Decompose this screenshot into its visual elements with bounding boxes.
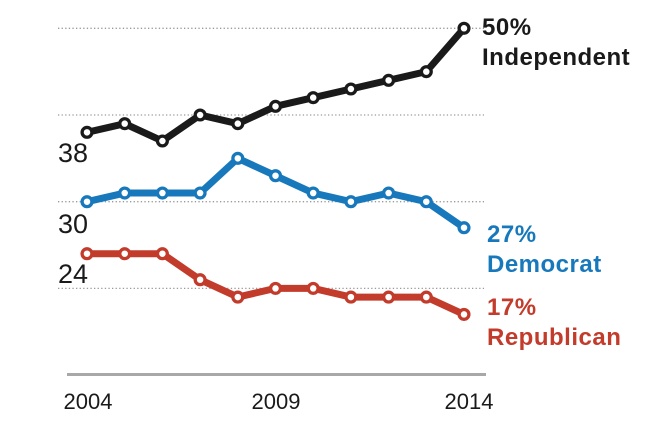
democrat-point-2006 [155,186,169,200]
democrat-point-2007 [193,186,207,200]
democrat-point-2011 [344,195,358,209]
independent-point-2009 [268,99,283,113]
democrat-point-2014 [457,221,471,235]
series-label-independent: 50% Independent [482,13,630,73]
start-value-label-republican: 24 [57,259,88,289]
series-name-democrat: Democrat [487,251,602,278]
x-tick-2014: 2014 [444,389,494,414]
independent-point-2014 [457,21,471,35]
start-value-label-democrat: 30 [57,209,88,239]
series-name-independent: Independent [482,44,631,71]
republican-point-2010 [306,281,320,295]
series-end-value-democrat: 27% [487,221,537,248]
democrat-point-2005 [118,186,132,200]
republican-point-2013 [419,290,433,304]
democrat-point-2010 [306,186,320,200]
republican-point-2006 [155,247,169,261]
x-tick-2004: 2004 [63,389,113,414]
independent-point-2004 [80,125,94,139]
democrat-line [86,154,466,231]
democrat-point-2009 [268,169,283,183]
republican-point-2009 [268,281,283,295]
x-tick-2009: 2009 [251,389,301,414]
democrat-point-2004 [80,195,94,209]
republican-point-2004 [80,247,94,261]
republican-point-2014 [457,307,471,321]
start-value-label-independent: 38 [57,138,88,168]
independent-point-2011 [344,82,358,96]
republican-point-2008 [231,290,245,304]
democrat-point-2012 [382,186,396,200]
independent-point-2007 [193,108,207,122]
series-label-democrat: 27% Democrat [487,220,602,280]
independent-point-2013 [419,65,433,79]
republican-point-2005 [118,247,132,261]
x-axis-line [67,373,486,376]
independent-point-2008 [231,117,245,131]
series-end-value-independent: 50% [482,14,532,41]
independent-point-2012 [382,73,396,87]
republican-point-2011 [344,290,358,304]
series-end-value-republican: 17% [487,294,537,321]
democrat-point-2013 [419,195,433,209]
independent-point-2005 [118,117,132,131]
independent-point-2010 [306,91,320,105]
series-label-republican: 17% Republican [487,293,621,353]
democrat-point-2008 [231,151,245,165]
series-name-republican: Republican [487,324,622,351]
independent-point-2006 [155,134,169,148]
republican-point-2012 [382,290,396,304]
republican-point-2007 [193,273,207,287]
independent-line [86,26,467,146]
